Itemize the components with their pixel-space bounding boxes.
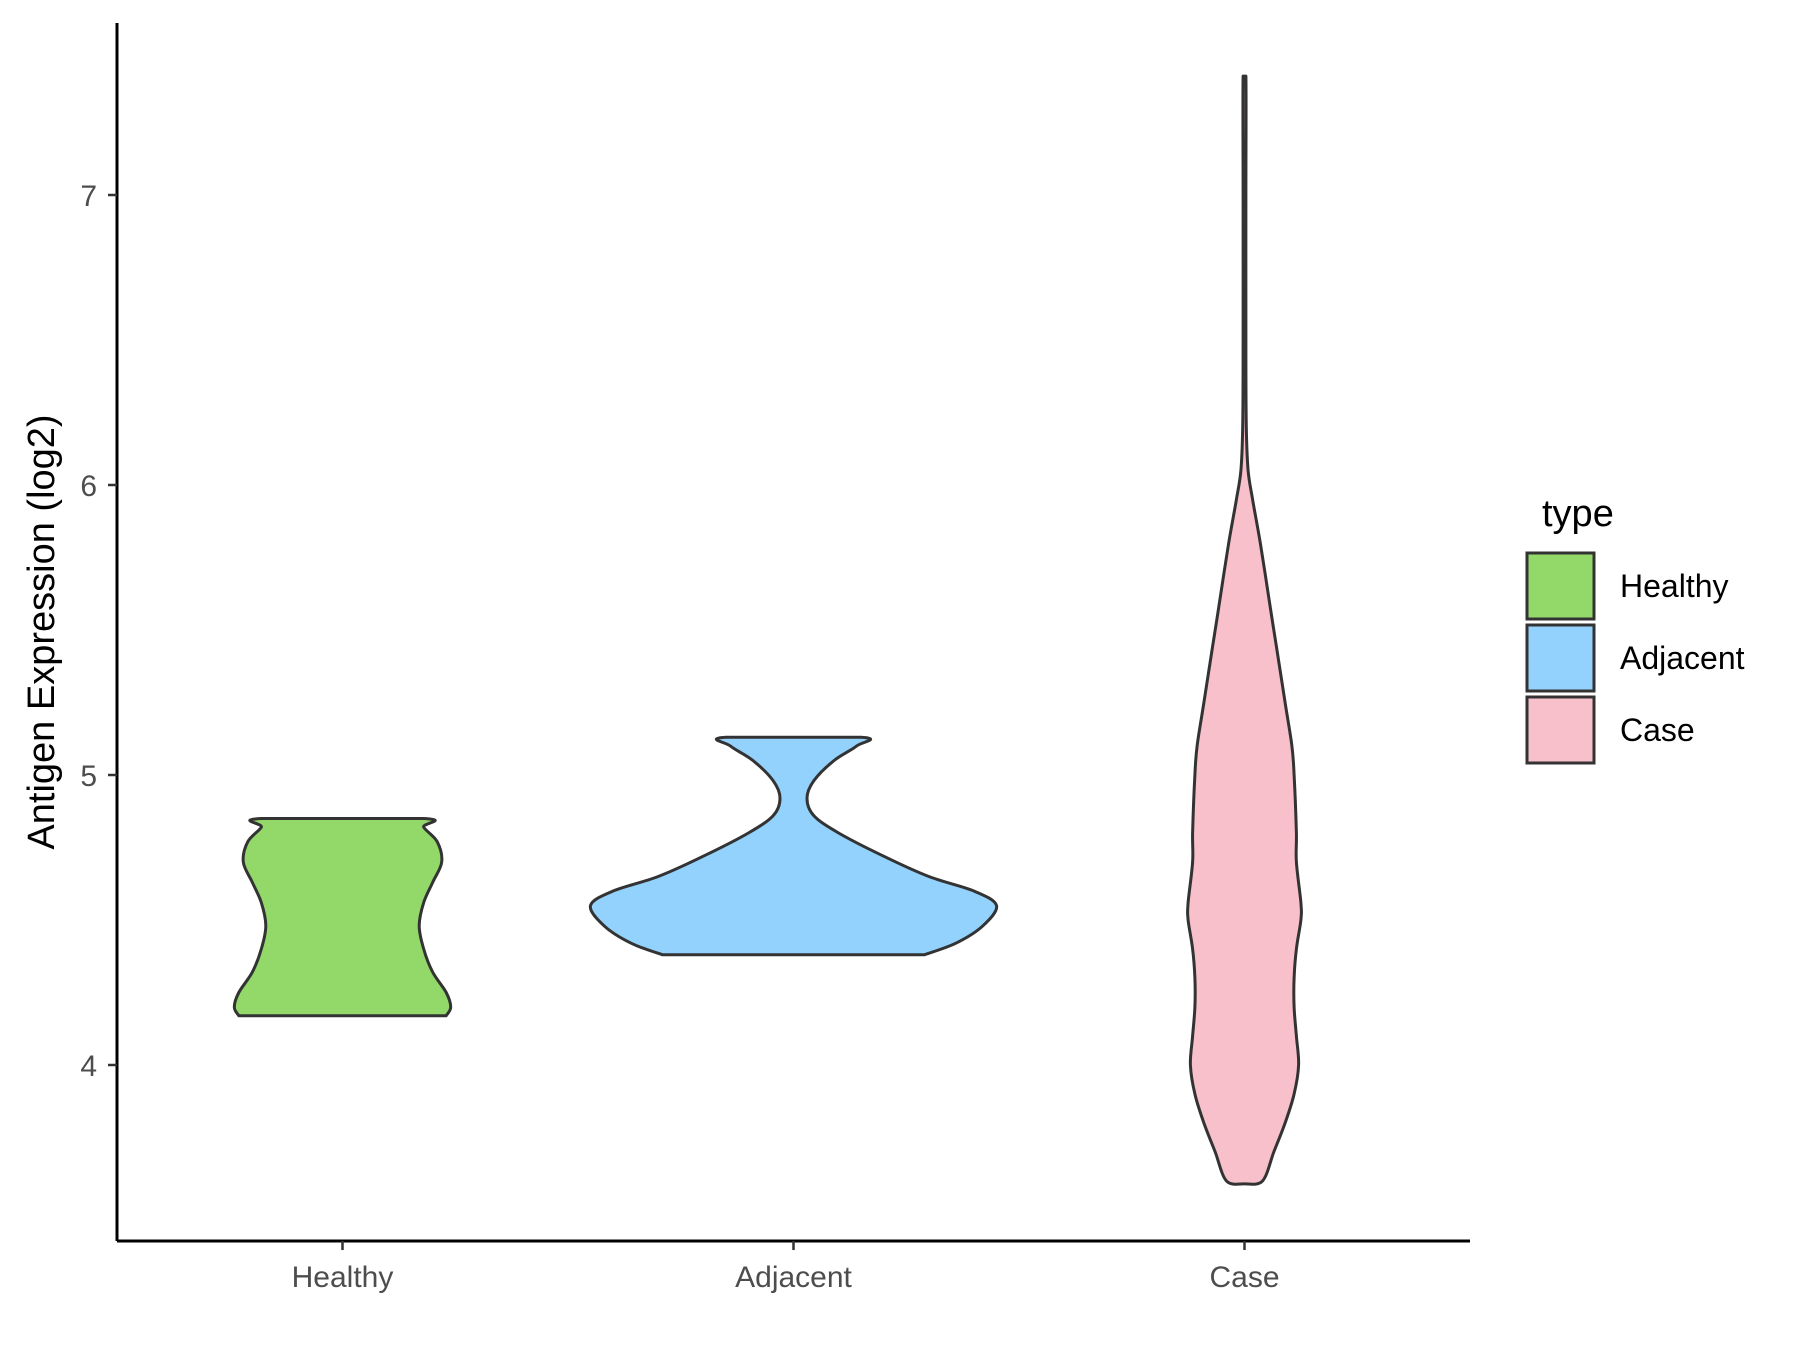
y-tick-label: 6 bbox=[80, 470, 97, 503]
violin-case bbox=[1186, 74, 1303, 1186]
y-axis-title: Antigen Expression (log2) bbox=[21, 414, 63, 849]
x-axis-ticks: Healthy Adjacent Case bbox=[292, 1241, 1280, 1294]
legend-label-adjacent: Adjacent bbox=[1620, 640, 1745, 676]
legend: type Healthy Adjacent Case bbox=[1525, 493, 1745, 765]
legend-label-healthy: Healthy bbox=[1620, 568, 1729, 604]
legend-title: type bbox=[1542, 493, 1614, 535]
violins-layer bbox=[232, 74, 1303, 1186]
legend-swatch-adjacent bbox=[1525, 623, 1596, 693]
x-tick-label: Adjacent bbox=[735, 1261, 852, 1294]
x-tick-label: Healthy bbox=[292, 1261, 394, 1294]
legend-swatch-healthy bbox=[1525, 551, 1596, 621]
legend-swatch-case bbox=[1525, 695, 1596, 765]
y-axis-ticks: 4 5 6 7 bbox=[80, 180, 117, 1083]
legend-label-case: Case bbox=[1620, 712, 1695, 748]
y-tick-label: 5 bbox=[80, 760, 97, 793]
violin-healthy bbox=[232, 817, 453, 1018]
x-tick-label: Case bbox=[1209, 1261, 1279, 1294]
y-tick-label: 7 bbox=[80, 180, 97, 213]
violin-adjacent bbox=[588, 735, 999, 957]
y-tick-label: 4 bbox=[80, 1050, 97, 1083]
